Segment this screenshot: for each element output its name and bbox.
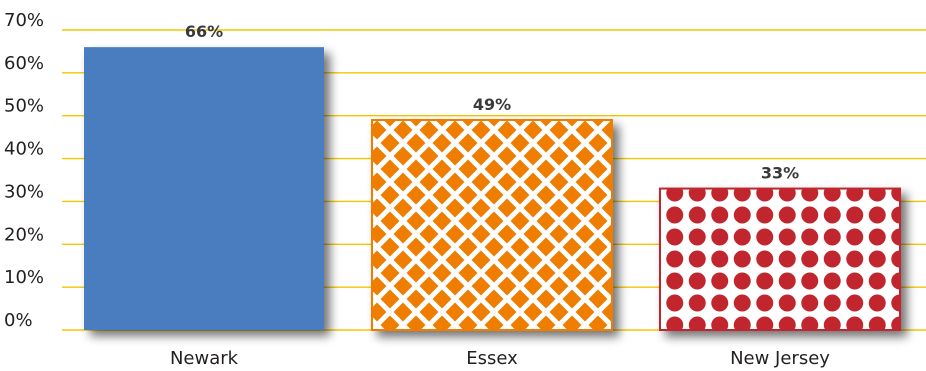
data-label: 49% — [473, 95, 511, 114]
category-label: New Jersey — [730, 348, 830, 369]
data-label: 33% — [761, 164, 799, 183]
y-tick-label: 20% — [4, 224, 44, 245]
category-label: Newark — [170, 348, 239, 369]
y-tick-label: 40% — [4, 139, 44, 160]
category-label: Essex — [466, 348, 518, 369]
bar-newark — [84, 47, 324, 331]
y-tick-label: 70% — [4, 10, 44, 31]
y-tick-label: 60% — [4, 53, 44, 74]
data-labels: 66% 49% 33% — [185, 22, 799, 182]
data-label: 66% — [185, 22, 223, 41]
y-tick-label: 30% — [4, 181, 44, 202]
y-tick-label: 0% — [4, 310, 33, 331]
y-tick-label: 10% — [4, 267, 44, 288]
bar-essex — [371, 119, 613, 331]
y-tick-label: 50% — [4, 96, 44, 117]
y-axis-tick-labels: 0% 10% 20% 30% 40% 50% 60% 70% — [4, 10, 44, 331]
x-axis-category-labels: Newark Essex New Jersey — [170, 348, 830, 369]
bars — [84, 47, 901, 331]
bar-new-jersey — [659, 187, 901, 331]
